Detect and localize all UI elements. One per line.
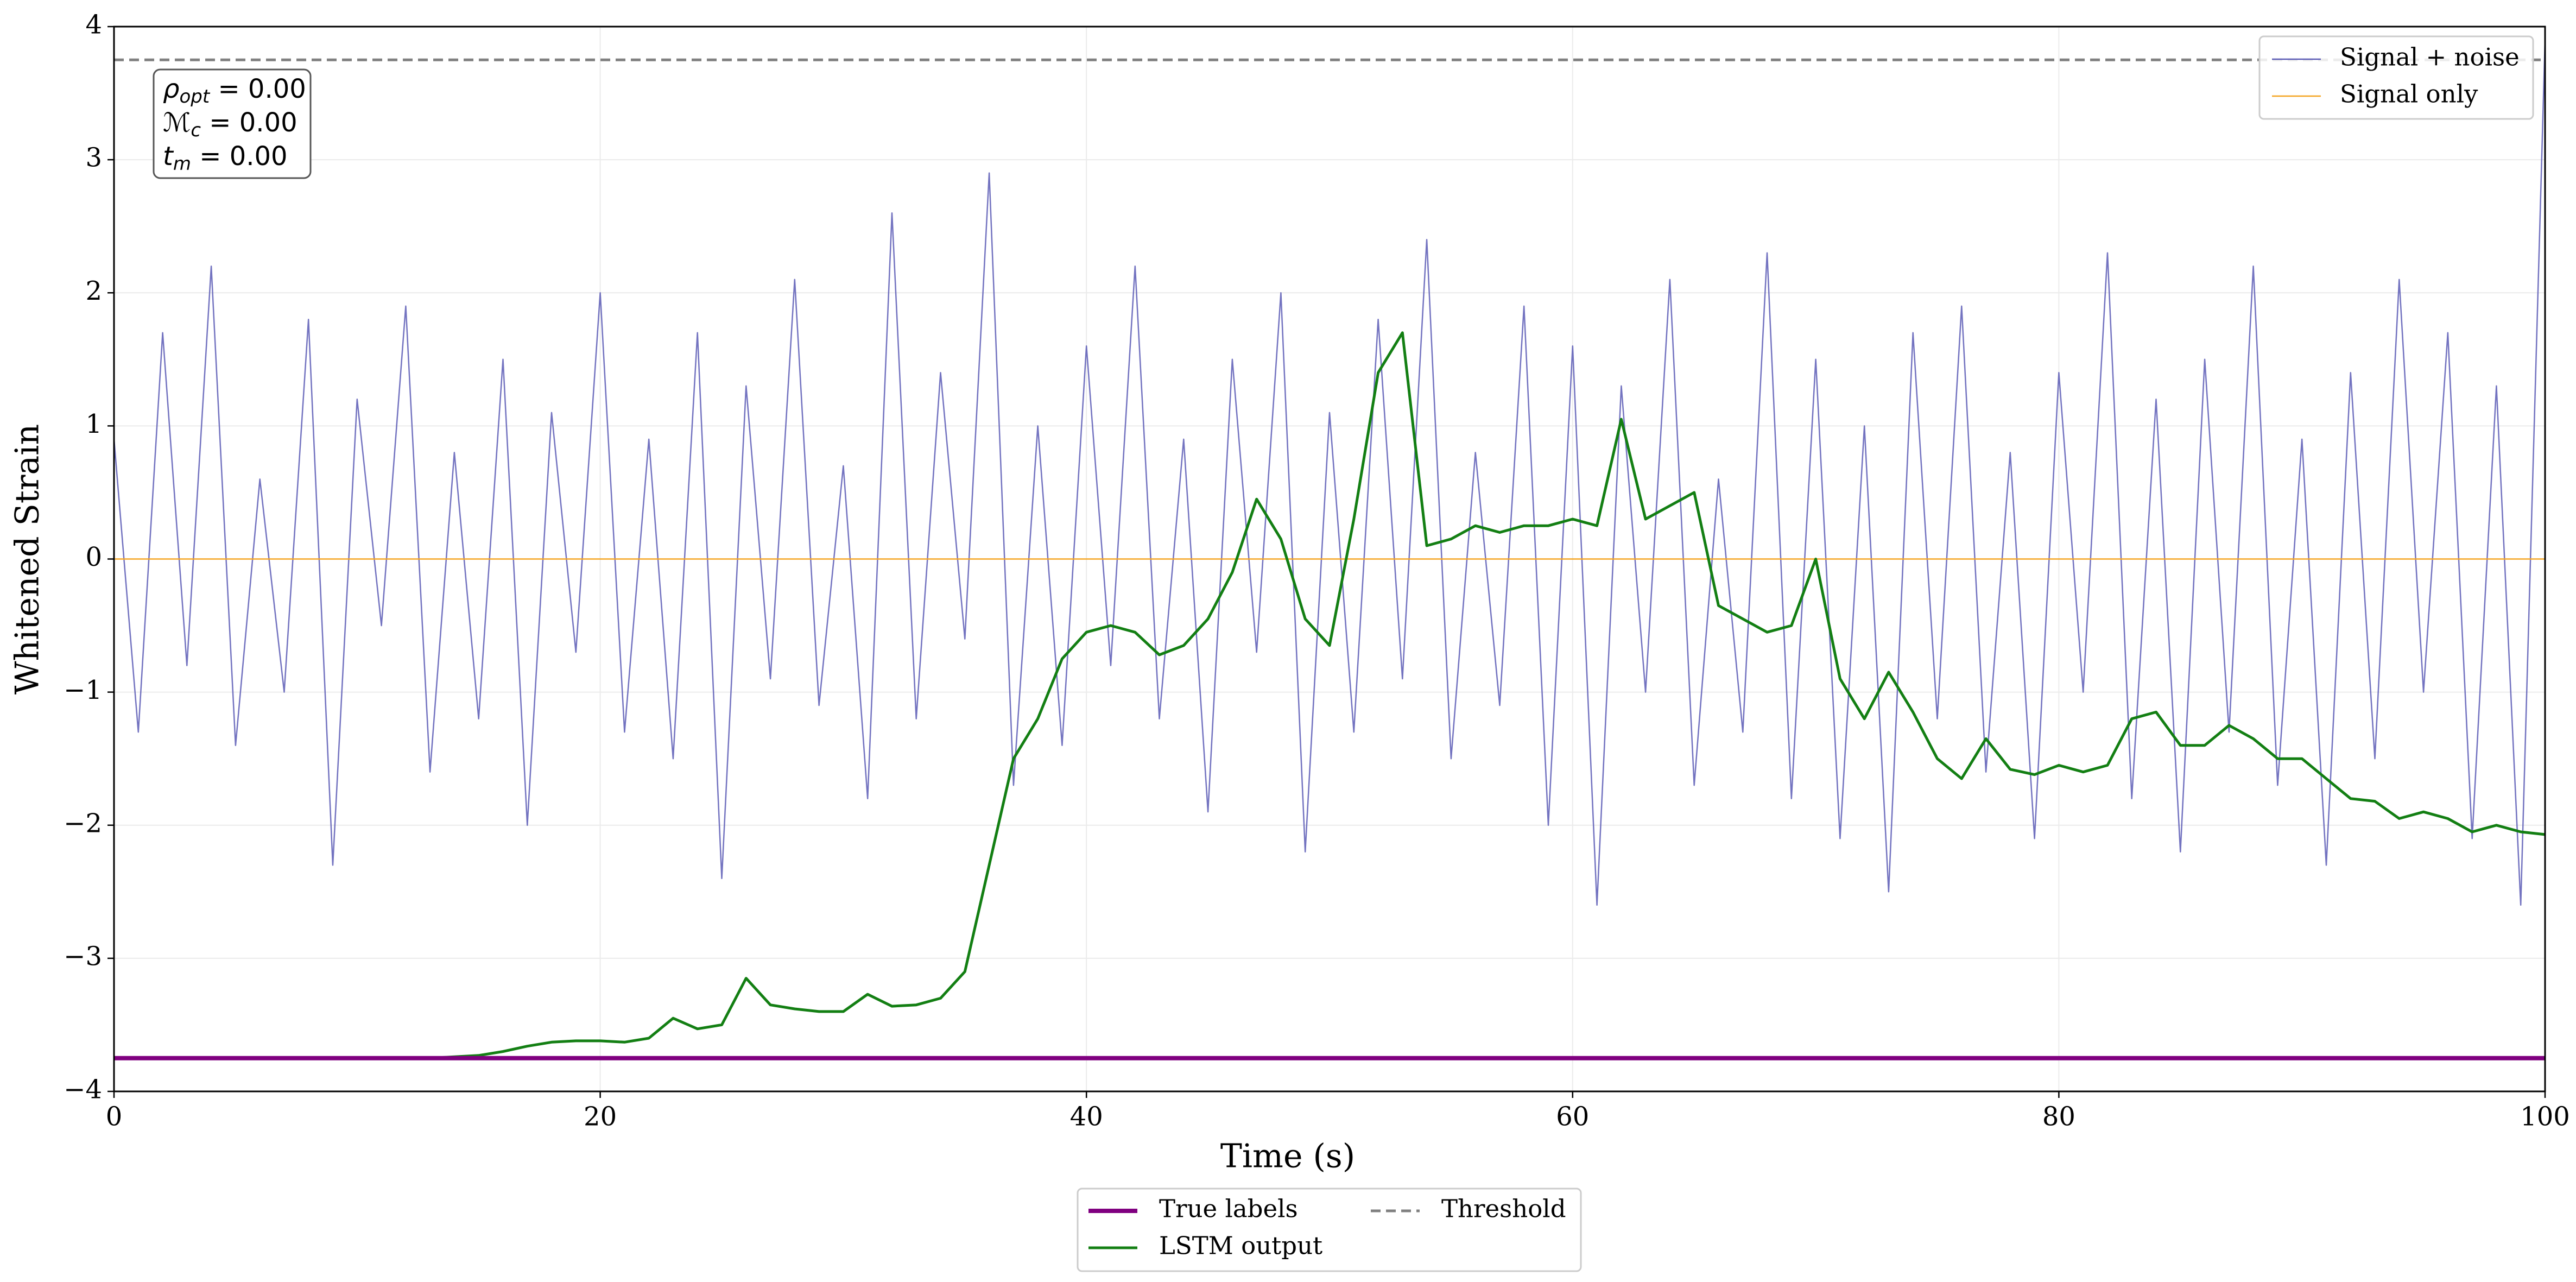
annotation-symbol: t <box>163 141 174 172</box>
y-tick-label: 2 <box>85 276 102 306</box>
legend-box <box>1077 1188 1582 1272</box>
annotation-sub: m <box>173 153 191 175</box>
y-tick-label: 4 <box>85 10 102 40</box>
annotation-value: = 0.00 <box>191 141 288 172</box>
x-tick-label: 100 <box>2520 1102 2570 1132</box>
x-tick-label: 0 <box>106 1102 123 1132</box>
legend-label: Threshold <box>1441 1195 1566 1223</box>
y-tick-label: −3 <box>64 941 102 971</box>
annotation-symbol: ρ <box>163 74 179 104</box>
y-tick-label: −2 <box>64 808 102 838</box>
plot-frame <box>113 26 2546 1092</box>
y-tick-label: 3 <box>85 143 102 173</box>
x-tick-label: 60 <box>1556 1102 1589 1132</box>
annotation-sub: c <box>191 119 201 141</box>
x-axis-label: Time (s) <box>1220 1138 1355 1176</box>
x-tick-label: 20 <box>584 1102 617 1132</box>
y-tick-label: −1 <box>64 675 102 705</box>
legend-box <box>2258 35 2534 120</box>
annotation-value: = 0.00 <box>210 74 306 104</box>
annotation-text: ℳc = 0.00 <box>163 108 298 141</box>
legend-label: Signal + noise <box>2340 43 2520 72</box>
x-tick-label: 80 <box>2042 1102 2075 1132</box>
legend-label: True labels <box>1159 1195 1298 1223</box>
x-tick-label: 40 <box>1070 1102 1103 1132</box>
legend-label: LSTM output <box>1159 1232 1322 1260</box>
annotation-text: tm = 0.00 <box>163 141 288 175</box>
annotation-sub: opt <box>179 86 210 108</box>
annotation-value: = 0.00 <box>201 108 298 138</box>
line-series <box>114 331 2546 1060</box>
annotation-text: ρopt = 0.00 <box>163 74 306 108</box>
legend-label: Signal only <box>2340 80 2478 109</box>
annotation-symbol: ℳ <box>163 108 191 138</box>
annotation-box <box>153 68 312 179</box>
y-tick-label: 0 <box>85 542 102 572</box>
y-tick-label: −4 <box>64 1075 102 1105</box>
y-axis-label: Whitened Strain <box>9 424 47 694</box>
y-tick-label: 1 <box>85 409 102 439</box>
line-series <box>113 40 2546 906</box>
